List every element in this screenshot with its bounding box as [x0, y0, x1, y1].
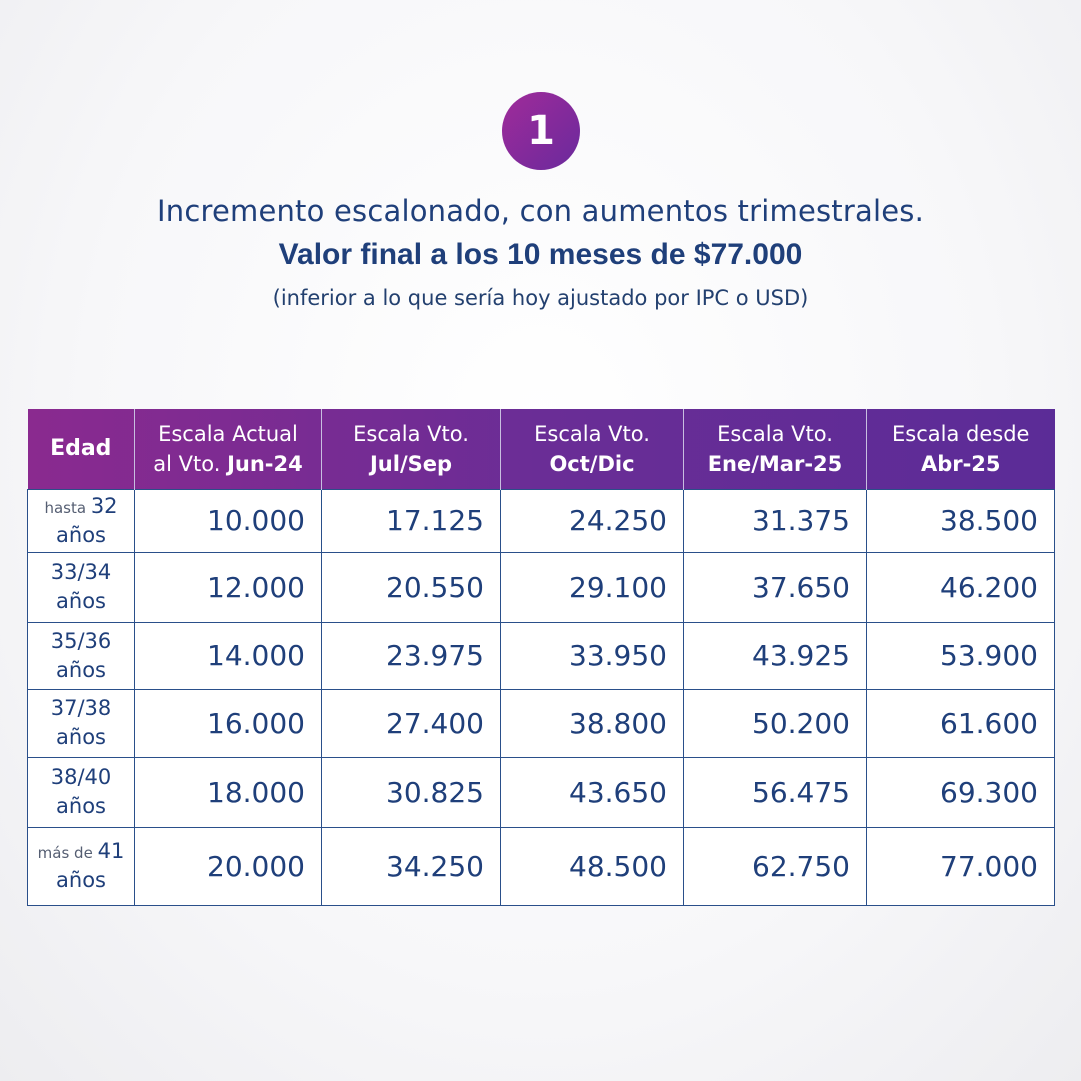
value-cell: 50.200	[683, 688, 867, 758]
value-cell: 20.000	[134, 826, 322, 906]
value-cell: 33.950	[500, 621, 684, 690]
header-top-label: Escala Vto.	[717, 421, 833, 446]
header-ene-mar: Escala Vto. Ene/Mar-25	[683, 409, 867, 489]
value-cell: 69.300	[866, 756, 1055, 828]
table-row: 37/38 años 16.000 27.400 38.800 50.200 6…	[27, 688, 1055, 758]
header-edad: Edad	[27, 409, 135, 489]
table-row: 35/36 años 14.000 23.975 33.950 43.925 5…	[27, 621, 1055, 690]
value-cell: 18.000	[134, 756, 322, 828]
value-cell: 23.975	[321, 621, 501, 690]
value-cell: 61.600	[866, 688, 1055, 758]
headline-line-2: Valor final a los 10 meses de $77.000	[278, 238, 803, 271]
age-unit: años	[56, 868, 106, 892]
age-unit: años	[56, 725, 106, 749]
age-cell: 37/38 años	[27, 688, 135, 758]
value-cell: 38.500	[866, 488, 1055, 553]
age-cell: 33/34 años	[27, 551, 135, 623]
age-unit: años	[56, 657, 106, 682]
header-bottom-bold: Jul/Sep	[369, 451, 453, 476]
header-jul-sep: Escala Vto. Jul/Sep	[321, 409, 501, 489]
table-row: 38/40 años 18.000 30.825 43.650 56.475 6…	[27, 756, 1055, 828]
value-cell: 20.550	[321, 551, 501, 623]
age-unit: años	[56, 794, 106, 818]
age-range: 37/38	[50, 696, 112, 720]
header-edad-label: Edad	[50, 435, 112, 461]
table-header-row: Edad Escala Actual al Vto. Jun-24 Escala…	[27, 409, 1055, 489]
value-cell: 62.750	[683, 826, 867, 906]
value-cell: 37.650	[683, 551, 867, 623]
header-bottom-prefix: al Vto.	[153, 451, 228, 476]
header-top-label: Escala Actual	[158, 421, 298, 446]
step-number-badge: 1	[502, 92, 580, 170]
headline-line-3: (inferior a lo que sería hoy ajustado po…	[272, 286, 809, 310]
age-range: 33/34	[50, 560, 112, 584]
age-unit: años	[56, 522, 106, 547]
header-top-label: Escala Vto.	[534, 421, 650, 446]
header-top-label: Escala Vto.	[353, 421, 469, 446]
value-cell: 43.650	[500, 756, 684, 828]
header-top-label: Escala desde	[892, 421, 1030, 446]
value-cell: 48.500	[500, 826, 684, 906]
age-cell: 38/40 años	[27, 756, 135, 828]
table-row: 33/34 años 12.000 20.550 29.100 37.650 4…	[27, 551, 1055, 623]
header-bottom-bold: Ene/Mar-25	[707, 451, 843, 476]
value-cell: 30.825	[321, 756, 501, 828]
headline-line-1: Incremento escalonado, con aumentos trim…	[156, 194, 924, 228]
age-range: 35/36	[50, 628, 112, 653]
age-unit: años	[56, 589, 106, 613]
value-cell: 31.375	[683, 488, 867, 553]
age-range: 38/40	[50, 765, 112, 789]
value-cell: 38.800	[500, 688, 684, 758]
value-cell: 14.000	[134, 621, 322, 690]
header-bottom-bold: Jun-24	[227, 451, 303, 476]
value-cell: 24.250	[500, 488, 684, 553]
value-cell: 46.200	[866, 551, 1055, 623]
value-cell: 43.925	[683, 621, 867, 690]
header-oct-dic: Escala Vto. Oct/Dic	[500, 409, 684, 489]
age-cell: más de 41 años	[27, 826, 135, 906]
value-cell: 77.000	[866, 826, 1055, 906]
header-abr: Escala desde Abr-25	[867, 409, 1055, 489]
value-cell: 27.400	[321, 688, 501, 758]
age-prefix: hasta	[44, 498, 91, 517]
header-bottom-bold: Abr-25	[920, 451, 1001, 476]
table-row: más de 41 años 20.000 34.250 48.500 62.7…	[27, 826, 1055, 906]
value-cell: 16.000	[134, 688, 322, 758]
age-cell: hasta 32 años	[27, 488, 135, 553]
age-range: 32	[90, 493, 118, 518]
value-cell: 56.475	[683, 756, 867, 828]
age-cell: 35/36 años	[27, 621, 135, 690]
age-prefix: más de	[37, 844, 98, 862]
value-cell: 17.125	[321, 488, 501, 553]
value-cell: 29.100	[500, 551, 684, 623]
value-cell: 10.000	[134, 488, 322, 553]
header-escala-actual: Escala Actual al Vto. Jun-24	[134, 409, 322, 489]
header-bottom-bold: Oct/Dic	[549, 451, 635, 476]
value-cell: 53.900	[866, 621, 1055, 690]
age-range: 41	[97, 839, 125, 863]
value-cell: 12.000	[134, 551, 322, 623]
value-cell: 34.250	[321, 826, 501, 906]
price-scale-table: Edad Escala Actual al Vto. Jun-24 Escala…	[27, 409, 1055, 906]
table-row: hasta 32 años 10.000 17.125 24.250 31.37…	[27, 488, 1055, 553]
